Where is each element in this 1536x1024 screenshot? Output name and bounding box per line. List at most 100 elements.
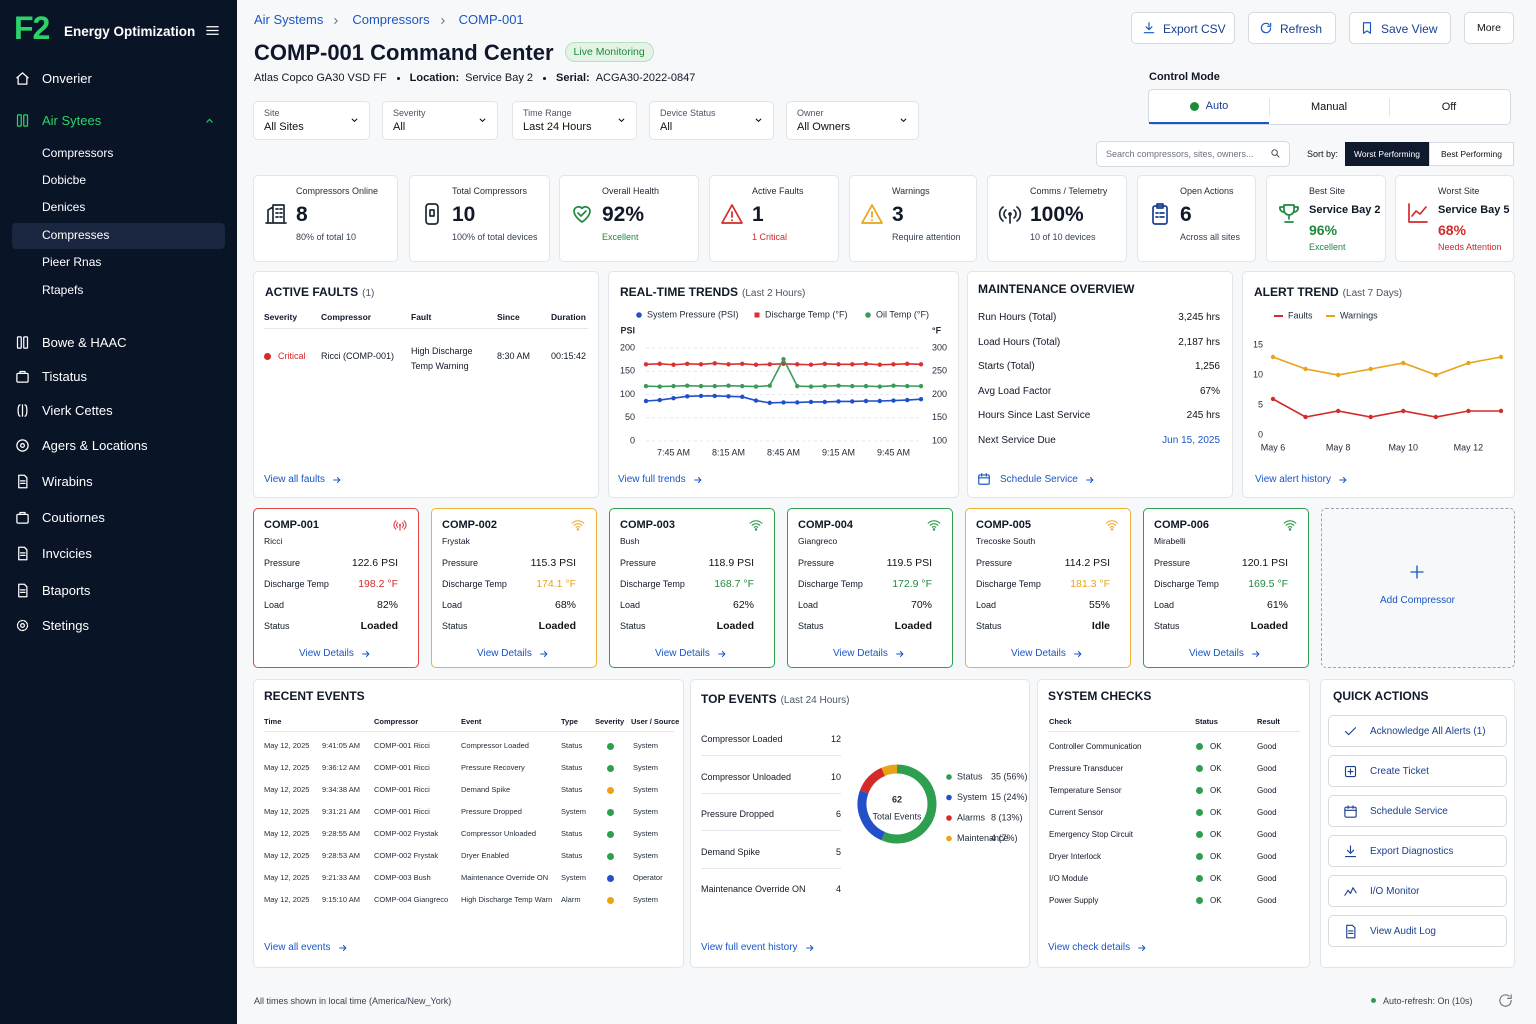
action-button[interactable]: Schedule Service bbox=[1328, 795, 1507, 827]
action-button[interactable]: Create Ticket bbox=[1328, 755, 1507, 787]
decor bbox=[573, 206, 591, 223]
breadcrumb[interactable]: COMP-001 bbox=[458, 12, 524, 27]
field-value: Loaded bbox=[538, 620, 576, 632]
sort-option[interactable]: Worst Performing bbox=[1345, 142, 1429, 166]
field-value: 119.5 PSI bbox=[886, 557, 932, 569]
decor bbox=[1362, 22, 1372, 34]
breadcrumb[interactable]: Compressors bbox=[352, 12, 430, 27]
data-point bbox=[781, 400, 786, 405]
filter-select[interactable]: Severity All bbox=[382, 101, 498, 140]
link[interactable]: View Details bbox=[1189, 648, 1244, 659]
nav-item[interactable]: Agers & Locations bbox=[42, 438, 148, 453]
filter-select[interactable]: Owner All Owners bbox=[786, 101, 919, 140]
link[interactable]: View Details bbox=[833, 648, 888, 659]
x-tick-label: 9:15 AM bbox=[822, 447, 855, 457]
decor bbox=[927, 520, 941, 531]
icon bbox=[1143, 22, 1155, 34]
data-point bbox=[726, 394, 731, 399]
mode-option[interactable]: Auto bbox=[1149, 90, 1269, 124]
action-button[interactable]: View Audit Log bbox=[1328, 915, 1507, 947]
nav-item[interactable]: Tistatus bbox=[42, 369, 88, 384]
compressor-card: COMP-001 Ricci Pressure 122.6 PSI Discharge … bbox=[253, 508, 419, 668]
nav-subitem[interactable]: Denices bbox=[42, 200, 86, 214]
legend-value: 35 (56%) bbox=[991, 771, 1028, 781]
sort-option[interactable]: Best Performing bbox=[1429, 142, 1514, 166]
header-button[interactable]: Refresh bbox=[1248, 12, 1336, 44]
link[interactable]: View full trends bbox=[618, 474, 686, 485]
cell: Status bbox=[561, 741, 583, 750]
icon bbox=[540, 651, 548, 657]
decor bbox=[1105, 520, 1119, 528]
link[interactable]: Schedule Service bbox=[1000, 474, 1078, 485]
quick-actions-panel: QUICK ACTIONS Acknowledge All Alerts (1) C… bbox=[1320, 679, 1515, 968]
mode-option[interactable]: Manual bbox=[1269, 90, 1389, 124]
nav-item[interactable]: Vierk Cettes bbox=[42, 403, 113, 418]
action-button[interactable]: I/O Monitor bbox=[1328, 875, 1507, 907]
legend-label: Oil Temp (°F) bbox=[876, 309, 929, 319]
link[interactable]: View all faults bbox=[264, 474, 325, 485]
link[interactable]: View all events bbox=[264, 942, 331, 953]
decor bbox=[18, 474, 28, 489]
action-button[interactable]: Export Diagnostics bbox=[1328, 835, 1507, 867]
nav-item[interactable]: Air Sytees bbox=[42, 113, 102, 128]
y-tick-label: 5 bbox=[1258, 399, 1263, 409]
row-label: Starts (Total) bbox=[978, 361, 1035, 372]
icon bbox=[206, 118, 213, 123]
nav-subitem[interactable]: Dobicbe bbox=[42, 173, 87, 187]
data-point bbox=[905, 361, 910, 367]
status-dot bbox=[1196, 787, 1203, 794]
nav-item[interactable]: Stetings bbox=[42, 618, 89, 633]
decor bbox=[18, 583, 28, 598]
link[interactable]: View Details bbox=[477, 648, 532, 659]
sort-label: Worst Performing bbox=[1354, 149, 1420, 159]
data-point bbox=[808, 384, 814, 389]
nav-subitem[interactable]: Pieer Rnas bbox=[42, 255, 102, 269]
decor bbox=[721, 204, 743, 224]
breadcrumb[interactable]: Air Systems bbox=[254, 12, 324, 27]
action-button[interactable]: Acknowledge All Alerts (1) bbox=[1328, 715, 1507, 747]
icon bbox=[896, 651, 904, 657]
header-button[interactable]: Save View bbox=[1349, 12, 1451, 44]
filter-select[interactable]: Time Range Last 24 Hours bbox=[512, 101, 637, 140]
link[interactable]: View Details bbox=[1011, 648, 1066, 659]
nav-item[interactable]: Onverier bbox=[42, 71, 92, 86]
kpi-card: Worst Site Service Bay 5 68% Needs Attentio… bbox=[1395, 175, 1514, 262]
nav-subitem[interactable]: Rtapefs bbox=[42, 283, 84, 297]
link[interactable]: View full event history bbox=[701, 942, 798, 953]
alert-trend-panel: ALERT TREND (Last 7 Days) 0 5 10 15 May 6 May 8… bbox=[1242, 271, 1515, 498]
nav-item[interactable]: Bowe & HAAC bbox=[42, 335, 127, 350]
column-header: Time bbox=[264, 717, 282, 726]
link[interactable]: View check details bbox=[1048, 942, 1131, 953]
link[interactable]: View Details bbox=[655, 648, 710, 659]
nav-subitem[interactable]: Compressors bbox=[42, 146, 114, 160]
decor bbox=[1283, 520, 1297, 531]
nav-item[interactable]: Wirabins bbox=[42, 474, 93, 489]
cell: OK bbox=[1210, 852, 1222, 861]
filter-select[interactable]: Device Status All bbox=[649, 101, 774, 140]
filter-select[interactable]: Site All Sites bbox=[253, 101, 370, 140]
header-button[interactable]: Export CSV bbox=[1131, 12, 1235, 44]
nav-item[interactable]: Invcicies bbox=[42, 546, 92, 561]
event-count: 6 bbox=[835, 809, 841, 819]
nav-item[interactable]: Coutiornes bbox=[42, 510, 105, 525]
kpi-value: 10 bbox=[452, 203, 476, 226]
cell: Status bbox=[561, 763, 583, 772]
kpi-sub: 80% of total 10 bbox=[296, 232, 357, 242]
cell: Good bbox=[1257, 874, 1277, 883]
nav-item[interactable]: Btaports bbox=[42, 583, 91, 598]
nav-subitem[interactable]: Compresses bbox=[42, 228, 110, 242]
header-button[interactable]: More bbox=[1464, 12, 1514, 44]
decor bbox=[576, 528, 580, 531]
decor bbox=[693, 477, 702, 483]
mode-option[interactable]: Off bbox=[1389, 90, 1509, 124]
icon bbox=[18, 546, 28, 561]
page-title: COMP-001 Command Center bbox=[254, 40, 554, 65]
icon bbox=[978, 473, 990, 485]
search-box[interactable]: Search compressors, sites, owners... bbox=[1096, 141, 1290, 167]
y-tick-label: 50 bbox=[625, 412, 635, 422]
link[interactable]: View alert history bbox=[1255, 474, 1331, 485]
add-compressor[interactable]: Add Compressor bbox=[1321, 508, 1515, 668]
icon bbox=[206, 26, 219, 35]
link[interactable]: View Details bbox=[299, 648, 354, 659]
icon bbox=[571, 520, 585, 531]
